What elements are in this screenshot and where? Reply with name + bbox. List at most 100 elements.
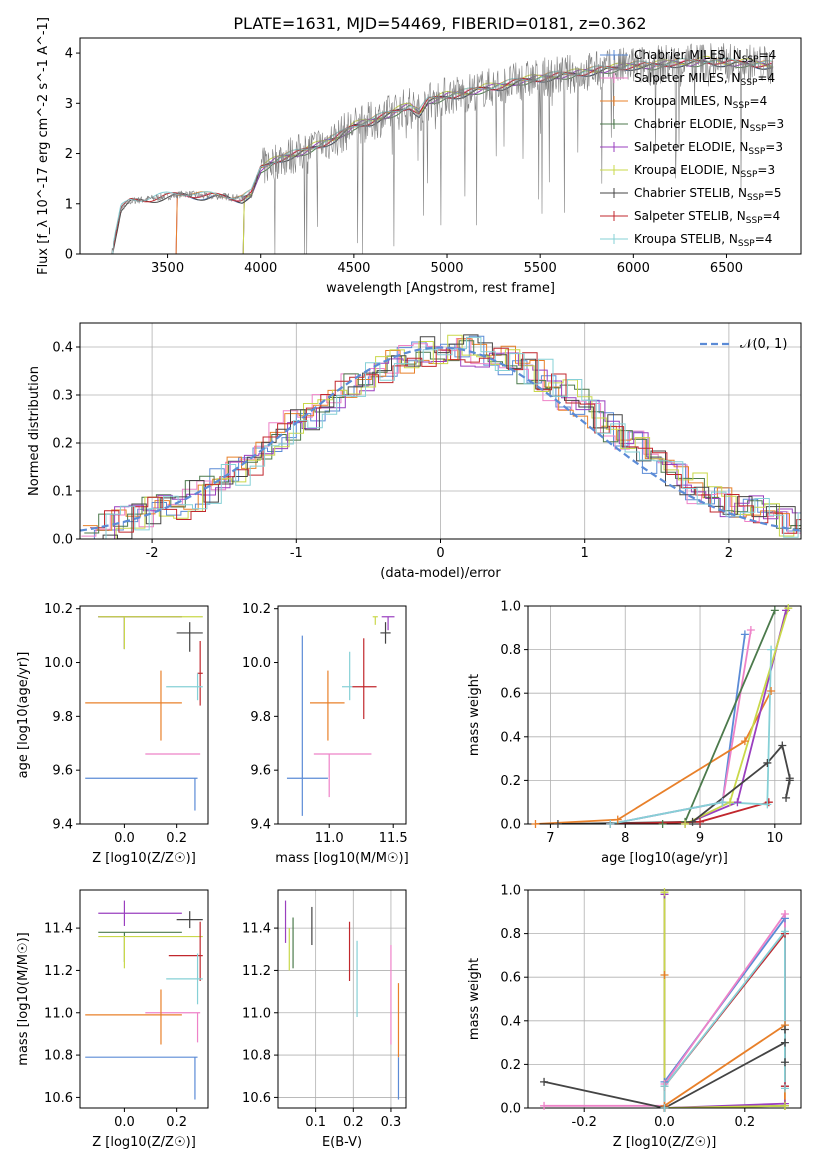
y-tick-label: 0.2 xyxy=(52,437,73,452)
x-tick-label: 0.2 xyxy=(166,831,187,846)
y-tick-label: 0.2 xyxy=(500,1058,521,1073)
weight-line xyxy=(535,690,772,824)
x-axis-label: wavelength [Angstrom, rest frame] xyxy=(326,281,555,296)
panel-mass-vs-ebv: 0.1 0.2 0.3 10.6 10.8 11.0 11.2 11.4 E(B-V) xyxy=(242,889,407,1150)
x-tick-label: 4500 xyxy=(337,261,370,276)
legend-model: Chabrier MILES xyxy=(634,48,725,62)
panel-residuals: -2 -1 0 1 2 0.0 0.1 0.2 0.3 0.4 (data-model)/error… xyxy=(27,322,802,581)
legend-sep: , N xyxy=(724,71,741,85)
legend-sub: SSP xyxy=(746,216,763,226)
legend-eq: = xyxy=(766,117,776,131)
legend-eq: = xyxy=(764,186,774,200)
x-tick-label: 6500 xyxy=(710,261,743,276)
x-tick-label: 11.5 xyxy=(379,831,408,846)
y-tick-label: 1.0 xyxy=(500,884,521,899)
weight-marker xyxy=(782,793,791,802)
panel-age-vs-mass: 11.0 11.5 9.4 9.6 9.8 10.0 10.2 mass [log10(M/M… xyxy=(242,602,409,866)
axes-frame xyxy=(79,889,209,1109)
y-axis-label: Flux [f_λ 10^-17 erg cm^-2 s^-1 A^-1] xyxy=(36,17,51,275)
y-tick-label: 10.8 xyxy=(242,1049,271,1064)
x-axis-label: E(B-V) xyxy=(322,1135,362,1150)
normal-curve xyxy=(80,346,801,532)
legend-eq: = xyxy=(757,71,767,85)
weight-marker xyxy=(778,741,787,750)
legend-sub: SSP xyxy=(741,170,758,180)
legend-eq: = xyxy=(765,140,775,154)
y-tick-label: 0.4 xyxy=(500,1014,521,1029)
weight-marker xyxy=(733,798,742,807)
weight-line xyxy=(610,629,752,824)
x-tick-label: 0.0 xyxy=(114,1115,135,1130)
y-tick-label: 0.6 xyxy=(500,687,521,702)
legend-sep: , N xyxy=(729,209,746,223)
x-axis-label: age [log10(age/yr)] xyxy=(601,851,728,866)
weight-marker xyxy=(780,1084,789,1093)
y-tick-label: 0.0 xyxy=(52,533,73,548)
figure-title: PLATE=1631, MJD=54469, FIBERID=0181, z=0… xyxy=(233,14,646,33)
weight-marker xyxy=(740,737,749,746)
weight-marker xyxy=(763,800,772,809)
legend-sub: SSP xyxy=(741,78,758,88)
legend-model: Salpeter ELODIE xyxy=(634,140,732,154)
x-tick-label: 0.2 xyxy=(343,1115,364,1130)
axes-frame xyxy=(79,37,802,255)
y-axis-label: mass weight xyxy=(467,958,482,1040)
weight-line xyxy=(663,928,786,1108)
y-tick-label: 11.2 xyxy=(242,964,271,979)
legend-entry: Kroupa MILES, NSSP=4 xyxy=(634,94,767,111)
y-axis-label: age [log10(age/yr)] xyxy=(16,652,31,779)
y-tick-label: 0.4 xyxy=(500,730,521,745)
weight-marker xyxy=(696,817,705,826)
legend-sep: , N xyxy=(725,48,742,62)
legend-eq: = xyxy=(757,163,767,177)
weight-marker xyxy=(780,909,789,918)
legend-nssp: 4 xyxy=(765,232,773,246)
legend-entry: Salpeter ELODIE, NSSP=3 xyxy=(634,140,783,157)
x-tick-label: 9 xyxy=(696,831,704,846)
histogram-step xyxy=(91,336,801,539)
x-tick-label: 0.0 xyxy=(114,831,135,846)
x-tick-label: 5000 xyxy=(430,261,463,276)
weight-marker xyxy=(613,815,622,824)
weight-marker xyxy=(718,798,727,807)
y-tick-label: 11.0 xyxy=(242,1006,271,1021)
weight-marker xyxy=(770,606,779,615)
x-tick-label: 6000 xyxy=(617,261,650,276)
legend-entry: Chabrier MILES, NSSP=4 xyxy=(634,48,776,65)
y-tick-label: 9.8 xyxy=(250,710,271,725)
legend-sub: SSP xyxy=(738,239,755,249)
x-tick-label: 1 xyxy=(581,546,589,561)
y-tick-label: 1.0 xyxy=(500,600,521,615)
weight-marker xyxy=(767,645,776,654)
legend-sub: SSP xyxy=(742,55,759,65)
weight-marker xyxy=(660,1082,669,1091)
y-tick-label: 0.3 xyxy=(52,389,73,404)
x-tick-label: 10 xyxy=(767,831,784,846)
weight-marker xyxy=(660,1104,669,1112)
legend-sep: , N xyxy=(732,140,749,154)
y-tick-label: 2 xyxy=(65,147,73,162)
legend-model: Chabrier ELODIE xyxy=(634,117,733,131)
x-tick-label: 0 xyxy=(436,546,444,561)
y-tick-label: 0.0 xyxy=(500,1102,521,1117)
legend-sep: , N xyxy=(730,186,747,200)
x-tick-label: 8 xyxy=(621,831,629,846)
weight-marker xyxy=(660,971,669,980)
plot-area-age-vs-z xyxy=(85,616,203,811)
y-tick-label: 0.1 xyxy=(52,485,73,500)
legend-sep: , N xyxy=(716,94,733,108)
x-tick-label: -1 xyxy=(290,546,303,561)
x-tick-label: 11.0 xyxy=(315,831,344,846)
y-tick-label: 0.8 xyxy=(500,643,521,658)
data-spectrum-line xyxy=(111,43,774,254)
legend-nssp: 4 xyxy=(773,209,781,223)
model-line xyxy=(111,59,773,254)
weight-marker xyxy=(780,1038,789,1047)
y-tick-label: 10.0 xyxy=(242,656,271,671)
x-tick-label: 5500 xyxy=(524,261,557,276)
x-tick-label: 0.1 xyxy=(305,1115,326,1130)
x-tick-label: 7 xyxy=(546,831,554,846)
y-tick-label: 3 xyxy=(65,97,73,112)
y-tick-label: 0.0 xyxy=(500,818,521,833)
